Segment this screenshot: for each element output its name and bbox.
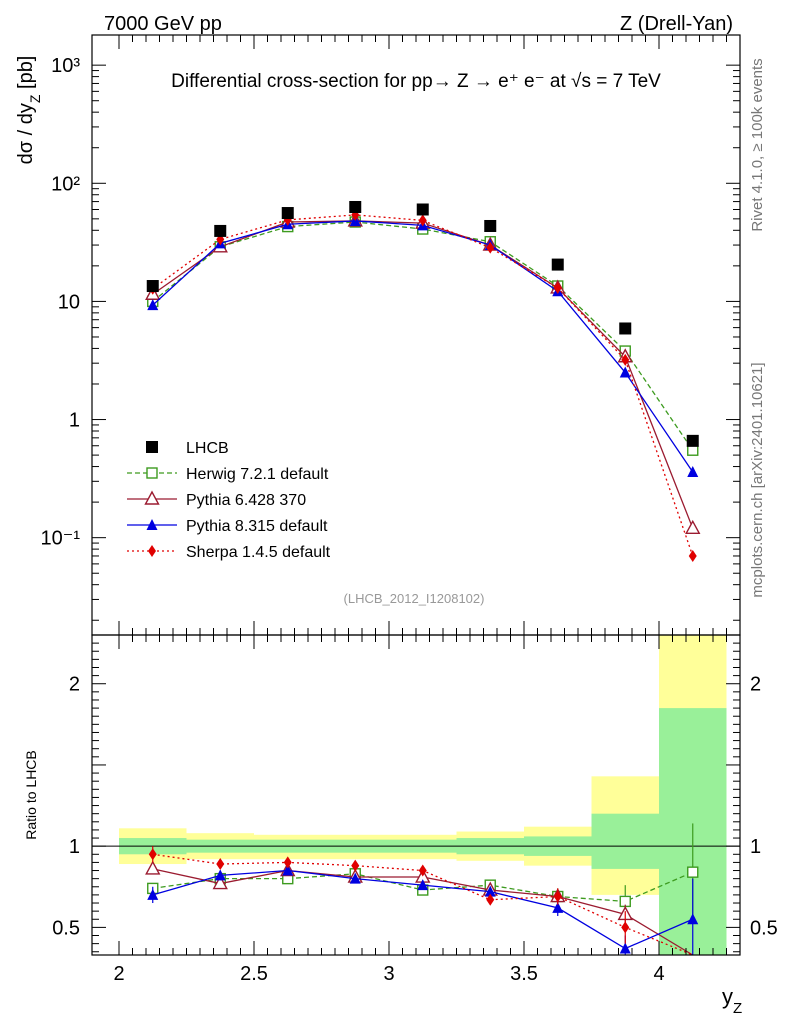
ratio-tick-label-right: 2 xyxy=(750,674,761,696)
series-line-herwig-7-2-1-default xyxy=(152,221,694,451)
legend-marker-herwig-7-2-1-default xyxy=(146,467,158,479)
ratio-point-pythia-8-315-default xyxy=(147,888,159,900)
ratio-point-sherpa-1-4-5-default xyxy=(621,921,630,934)
ratio-point-sherpa-1-4-5-default xyxy=(351,859,360,872)
analysis-id: (LHCB_2012_I1208102) xyxy=(344,591,485,606)
ratio-point-sherpa-1-4-5-default xyxy=(418,864,427,877)
reference-point xyxy=(214,224,227,237)
ratio-tick-label: 0.5 xyxy=(52,917,80,939)
ratio-point-pythia-8-315-default xyxy=(619,942,631,954)
ratio-point-pythia-8-315-default xyxy=(282,864,294,876)
legend-marker-pythia-6-428-370 xyxy=(144,490,160,505)
x-tick-label: 4 xyxy=(653,963,664,985)
x-tick-label: 3.5 xyxy=(510,963,538,985)
series-point-sherpa-1-4-5-default xyxy=(621,353,630,366)
legend-label: Herwig 7.2.1 default xyxy=(186,466,329,483)
legend-label: Sherpa 1.4.5 default xyxy=(186,544,331,561)
series-point-pythia-8-315-default xyxy=(147,299,159,311)
reference-point xyxy=(484,219,497,232)
reference-point xyxy=(281,207,294,220)
ratio-point-pythia-6-428-370 xyxy=(145,860,161,875)
series-line-pythia-8-315-default xyxy=(152,220,694,473)
legend-marker-lhcb xyxy=(146,441,158,453)
legend-label: Pythia 6.428 370 xyxy=(186,492,306,509)
ratio-bands xyxy=(119,635,727,955)
x-tick-label: 2 xyxy=(113,963,124,985)
band-inner xyxy=(591,813,659,869)
series-point-pythia-8-315-default xyxy=(619,366,631,378)
series-point-pythia-8-315-default xyxy=(687,465,699,477)
header-left: 7000 GeV pp xyxy=(104,13,222,35)
ratio-point-sherpa-1-4-5-default xyxy=(148,848,157,861)
ratio-point-pythia-8-315-default xyxy=(687,913,699,925)
rivet-label: Rivet 4.1.0, ≥ 100k events xyxy=(749,58,766,231)
series-point-sherpa-1-4-5-default xyxy=(553,281,562,294)
ratio-point-pythia-8-315-default xyxy=(552,901,564,913)
reference-point xyxy=(146,280,159,293)
legend-label: Pythia 8.315 default xyxy=(186,518,328,535)
axes: 2 2.5 3 3.5 4 10⁻¹ 1 10 10² 10³ 0.5 0.5 1 1 2 2 xyxy=(41,34,778,985)
legend-marker-pythia-8-315-default xyxy=(146,519,158,530)
y-tick-label: 10² xyxy=(51,173,80,195)
reference-point xyxy=(349,200,362,213)
x-axis-label: yZ xyxy=(722,984,742,1017)
y-tick-label: 1 xyxy=(69,410,80,432)
y-tick-label: 10 xyxy=(58,291,80,313)
ratio-tick-label: 2 xyxy=(69,674,80,696)
ratio-point-pythia-6-428-370 xyxy=(212,875,228,890)
series-point-sherpa-1-4-5-default xyxy=(688,549,697,562)
main-plot xyxy=(145,200,701,562)
ratio-point-pythia-8-315-default xyxy=(214,869,226,881)
ratio-point-pythia-8-315-default xyxy=(349,872,361,884)
x-tick-label: 2.5 xyxy=(240,963,268,985)
legend: LHCB Herwig 7.2.1 default Pythia 6.428 370… xyxy=(127,440,331,561)
series-point-pythia-6-428-370 xyxy=(685,519,701,535)
reference-point xyxy=(686,434,699,447)
y-tick-label: 10⁻¹ xyxy=(41,528,81,550)
x-tick-label: 3 xyxy=(383,963,394,985)
ratio-point-pythia-8-315-default xyxy=(417,879,429,891)
y-axis-label: dσ / dyZ [pb] xyxy=(15,56,43,165)
ratio-point-herwig-7-2-1-default xyxy=(687,866,699,878)
series-point-sherpa-1-4-5-default xyxy=(486,241,495,254)
reference-point xyxy=(551,258,564,271)
ratio-tick-label: 1 xyxy=(69,836,80,858)
ratio-plot xyxy=(92,823,740,956)
mcplots-label: mcplots.cern.ch [arXiv:2401.10621] xyxy=(749,362,766,597)
reference-point xyxy=(619,322,632,335)
ratio-point-sherpa-1-4-5-default xyxy=(553,890,562,903)
ratio-point-sherpa-1-4-5-default xyxy=(283,856,292,869)
ratio-tick-label-right: 1 xyxy=(750,836,761,858)
legend-label: LHCB xyxy=(186,440,229,457)
reference-point xyxy=(416,203,429,216)
ratio-point-pythia-8-315-default xyxy=(484,885,496,897)
series-point-sherpa-1-4-5-default xyxy=(418,214,427,227)
ratio-point-sherpa-1-4-5-default xyxy=(486,893,495,906)
ratio-y-axis-label: Ratio to LHCB xyxy=(23,750,39,839)
header-right: Z (Drell-Yan) xyxy=(620,13,733,35)
legend-marker-sherpa-1-4-5-default xyxy=(148,545,156,557)
ratio-tick-label-right: 0.5 xyxy=(750,917,778,939)
y-tick-label: 10³ xyxy=(51,55,80,77)
plot-title: Differential cross-section for pp→ Z → e… xyxy=(171,71,661,92)
ratio-point-sherpa-1-4-5-default xyxy=(216,858,225,871)
series-line-sherpa-1-4-5-default xyxy=(152,214,694,557)
